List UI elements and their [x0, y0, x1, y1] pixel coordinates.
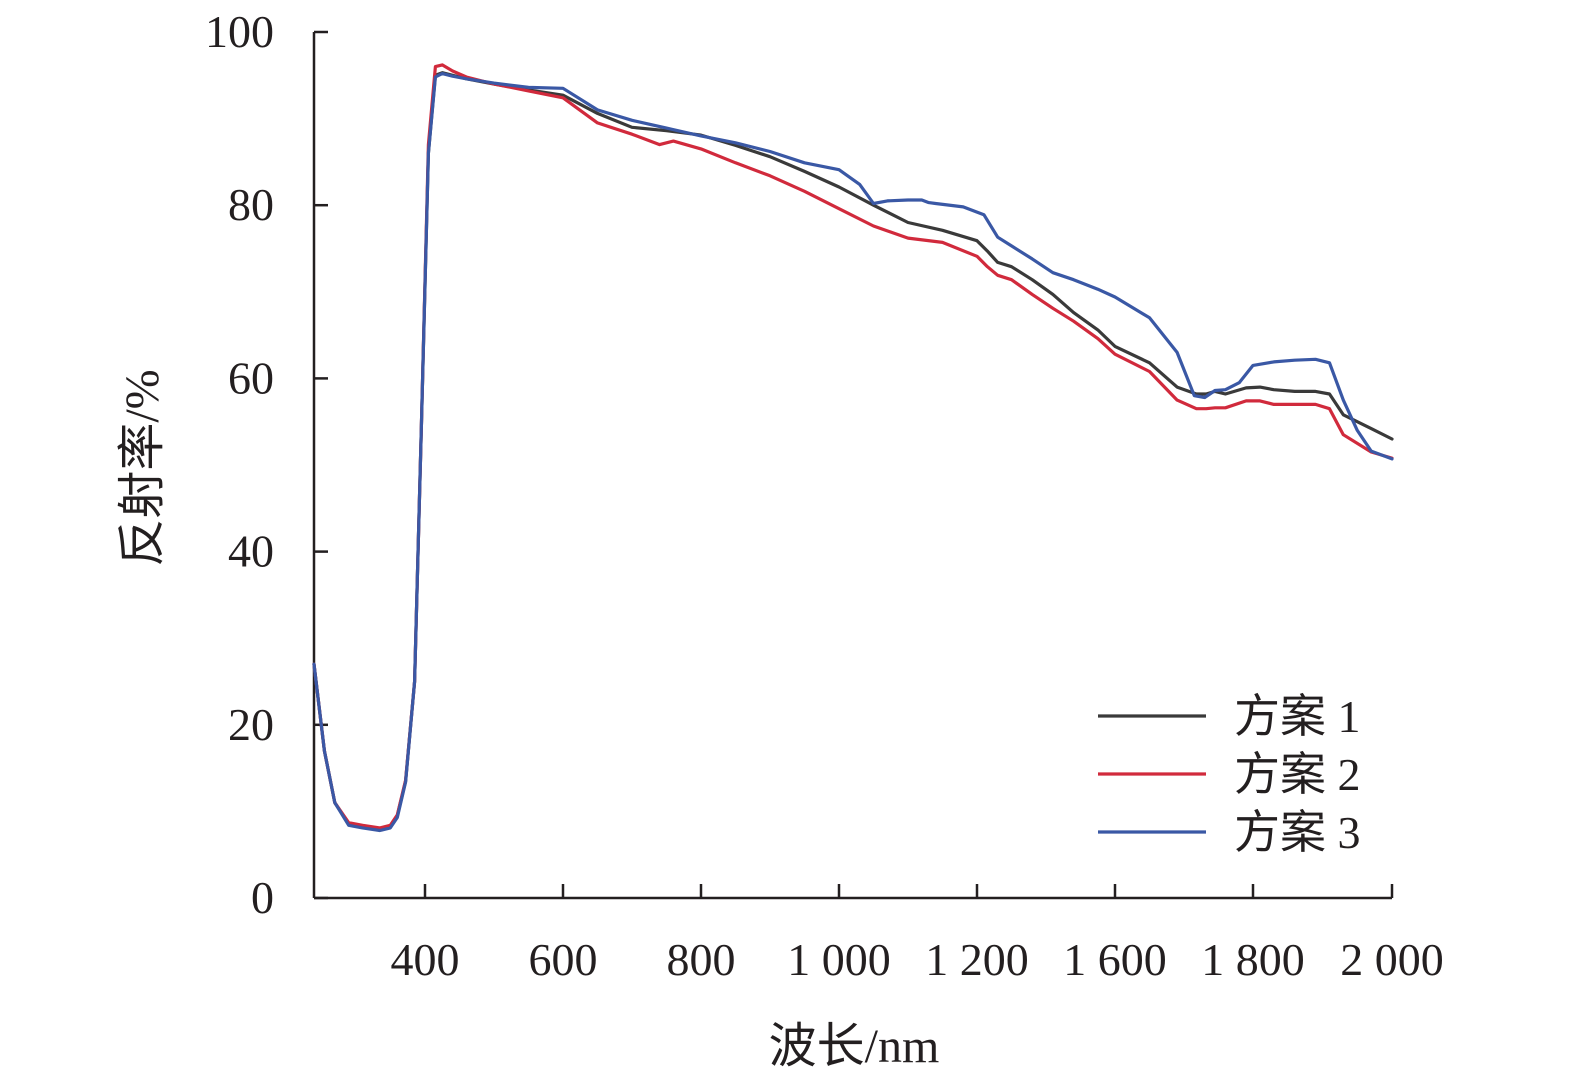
x-tick-label: 1 800: [1201, 934, 1305, 985]
x-ticks: 400 600 800 1 000 1 200 1 600 1 800 2 000: [391, 884, 1444, 985]
y-tick-label: 100: [205, 6, 274, 57]
x-tick-label: 800: [667, 934, 736, 985]
y-ticks: 0 20 40 60 80 100: [205, 6, 328, 923]
series-line-3: [312, 71, 1394, 833]
y-tick-label: 60: [228, 352, 274, 403]
series-line-1: [312, 71, 1394, 831]
x-tick-label: 400: [391, 934, 460, 985]
y-tick-label: 0: [251, 872, 274, 923]
y-tick-label: 20: [228, 699, 274, 750]
series-group: [312, 63, 1394, 833]
axes: [312, 32, 1392, 900]
legend-label-3: 方案 3: [1234, 807, 1361, 858]
y-axis-title: 反射率/%: [116, 369, 169, 566]
x-tick-label: 600: [529, 934, 598, 985]
y-tick-label: 40: [228, 526, 274, 577]
x-tick-label: 2 000: [1340, 934, 1444, 985]
legend: 方案 1 方案 2 方案 3: [1098, 691, 1361, 858]
x-axis-title: 波长/nm: [769, 1020, 940, 1073]
legend-label-1: 方案 1: [1234, 691, 1361, 742]
y-tick-label: 80: [228, 179, 274, 230]
x-tick-label: 1 000: [787, 934, 891, 985]
legend-label-2: 方案 2: [1234, 749, 1361, 800]
x-tick-label: 1 200: [925, 934, 1029, 985]
x-tick-label: 1 600: [1063, 934, 1167, 985]
